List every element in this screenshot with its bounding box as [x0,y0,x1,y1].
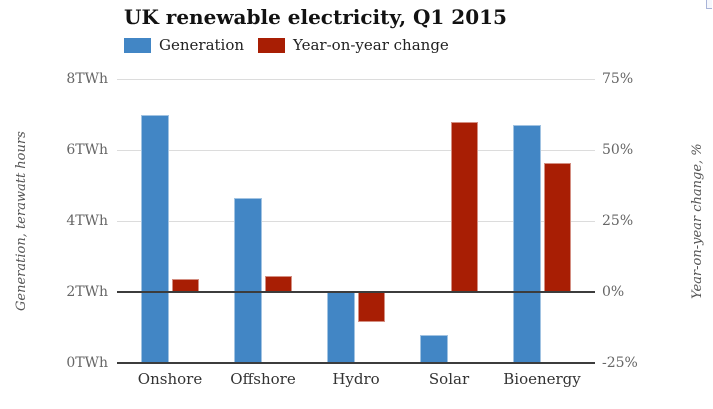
right-axis-tick-label: 75% [602,71,634,87]
x-axis-category-label: Bioenergy [503,370,581,388]
right-axis-tick-label: -25% [602,355,638,371]
x-axis-category-label: Hydro [332,370,380,388]
right-axis-tick-label: 50% [602,142,634,158]
bar-yoy-change-bioenergy [544,162,571,292]
left-axis-tick-mark [117,78,124,80]
left-axis-tick-mark [117,291,124,293]
bar-generation-hydro [327,292,355,363]
gridline [124,149,588,151]
right-axis-tick-mark [588,291,595,293]
bar-yoy-change-offshore [265,276,292,292]
plot-area [124,78,588,364]
bar-yoy-change-hydro [358,292,385,322]
legend-swatch-yoy-change [258,38,285,53]
right-axis-tick-mark [588,362,595,364]
bar-yoy-change-solar [451,121,478,292]
chart-title: UK renewable electricity, Q1 2015 [124,5,507,29]
left-axis-tick-mark [117,362,124,364]
legend-label-generation: Generation [159,36,245,54]
bar-generation-offshore [234,197,262,363]
bar-generation-solar [420,334,448,363]
left-axis-tick-label: 8TWh [66,71,108,87]
left-axis-tick-mark [117,220,124,222]
right-axis-tick-label: 25% [602,213,634,229]
right-axis-tick-mark [588,220,595,222]
zero-gridline [124,362,588,364]
legend-label-yoy-change: Year-on-year change [293,36,449,54]
left-axis-tick-label: 2TWh [66,284,108,300]
legend-item-yoy-change: Year-on-year change [258,38,449,53]
right-axis-title: Year-on-year change, % [690,143,705,299]
screen-corner-artifact [706,0,712,9]
zero-gridline [124,291,588,293]
gridline [124,220,588,222]
right-axis-tick-mark [588,78,595,80]
bar-generation-onshore [141,114,169,363]
left-axis-tick-label: 4TWh [66,213,108,229]
left-axis-tick-label: 6TWh [66,142,108,158]
x-axis-category-label: Offshore [230,370,296,388]
left-axis-tick-label: 0TWh [66,355,108,371]
x-axis-category-label: Solar [428,370,470,388]
legend-swatch-generation [124,38,151,53]
left-axis-tick-mark [117,149,124,151]
left-axis-title: Generation, terawatt hours [14,131,29,311]
x-axis-category-label: Onshore [137,370,203,388]
right-axis-tick-mark [588,149,595,151]
right-axis-tick-label: 0% [602,284,625,300]
bar-generation-bioenergy [513,125,541,363]
gridline [124,78,588,80]
legend-item-generation: Generation [124,38,244,53]
